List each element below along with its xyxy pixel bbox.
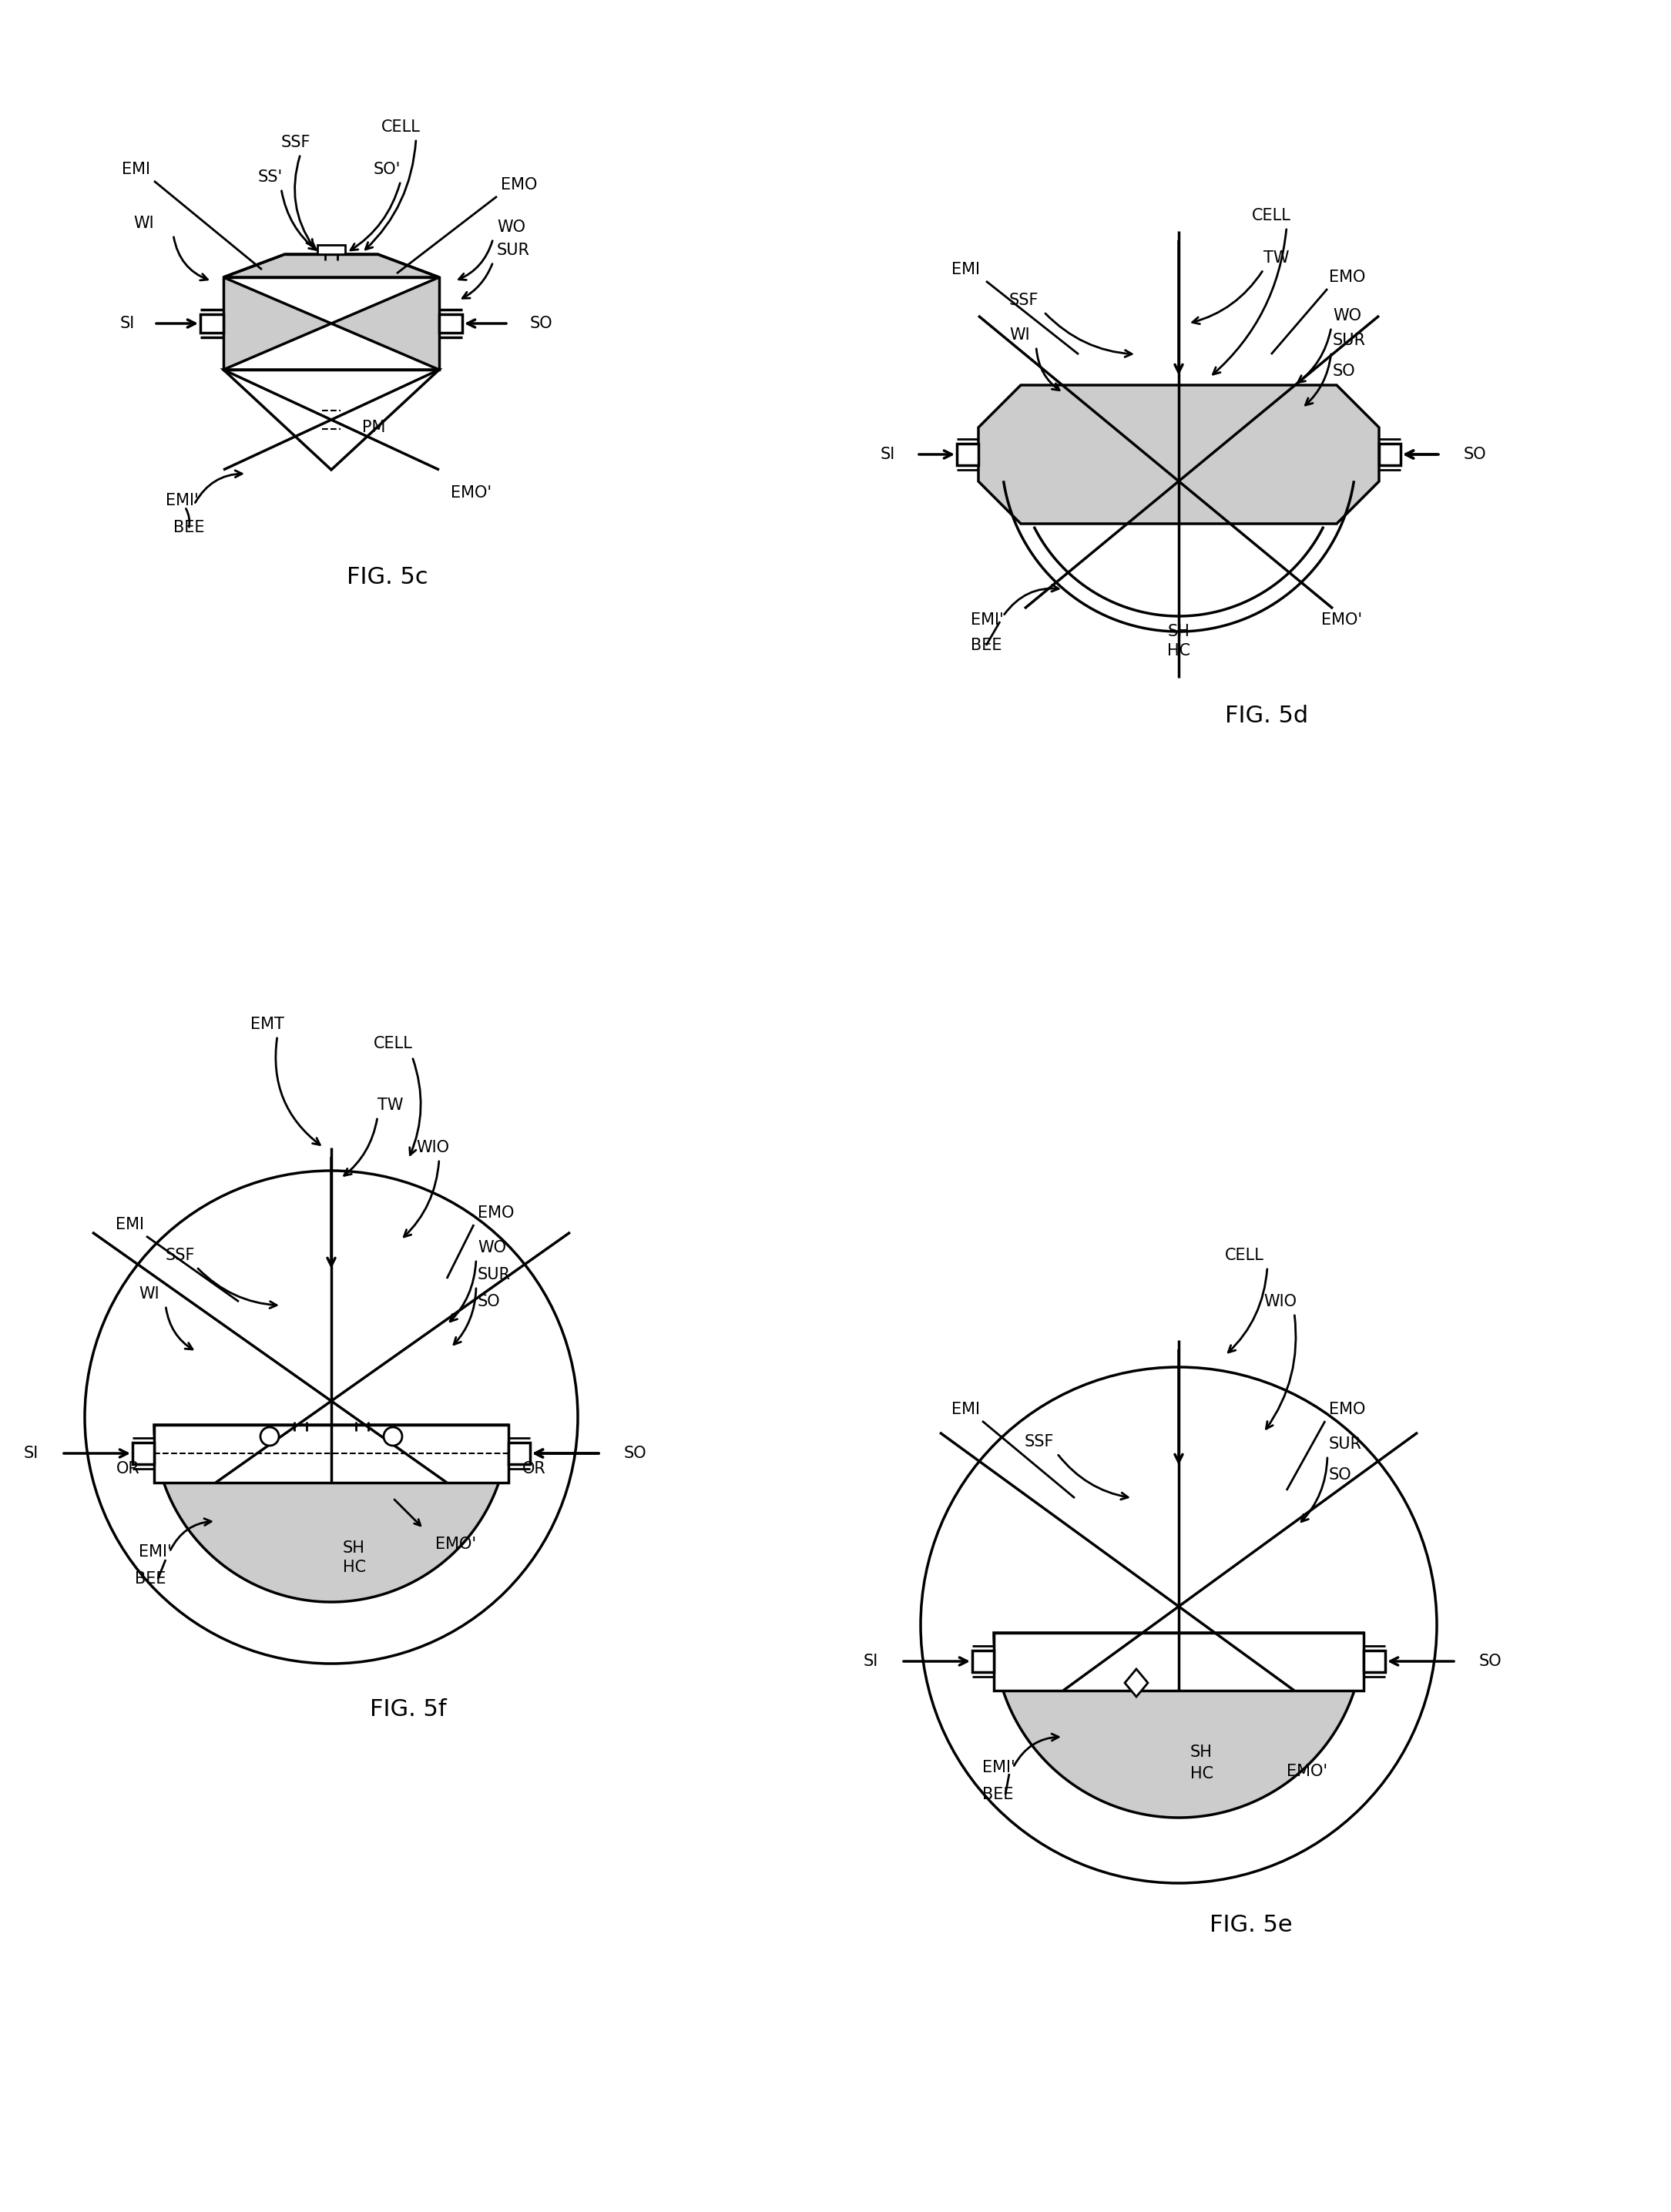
Text: SS': SS' bbox=[257, 170, 282, 186]
Text: SH: SH bbox=[343, 1540, 364, 1555]
Circle shape bbox=[384, 1427, 403, 1447]
Polygon shape bbox=[994, 1632, 1364, 1818]
Text: OR: OR bbox=[117, 1462, 140, 1475]
Text: SSF: SSF bbox=[1024, 1433, 1054, 1449]
Text: WI: WI bbox=[134, 215, 154, 230]
Text: SSF: SSF bbox=[1009, 292, 1039, 307]
Text: OR: OR bbox=[523, 1462, 546, 1475]
Text: SH: SH bbox=[1190, 1745, 1213, 1761]
Text: SO: SO bbox=[1333, 363, 1355, 378]
Text: FIG. 5c: FIG. 5c bbox=[346, 566, 428, 588]
Polygon shape bbox=[979, 385, 1379, 524]
Text: PM: PM bbox=[363, 420, 386, 436]
Text: SUR: SUR bbox=[1333, 332, 1365, 347]
Text: EMI: EMI bbox=[115, 1217, 144, 1232]
FancyArrowPatch shape bbox=[185, 509, 189, 526]
Polygon shape bbox=[331, 276, 439, 369]
Text: EMO': EMO' bbox=[1322, 613, 1362, 628]
Text: EMI': EMI' bbox=[139, 1544, 172, 1559]
Polygon shape bbox=[224, 254, 439, 276]
Text: SO: SO bbox=[1464, 447, 1487, 462]
Polygon shape bbox=[224, 276, 331, 369]
Text: EMI': EMI' bbox=[971, 613, 1004, 628]
Bar bbox=[317, 246, 346, 254]
Text: BEE: BEE bbox=[971, 637, 1003, 653]
Bar bbox=[957, 445, 979, 465]
Text: WO: WO bbox=[1333, 307, 1362, 323]
Text: EMO: EMO bbox=[1328, 1402, 1365, 1418]
Bar bbox=[1379, 445, 1400, 465]
Text: WIO: WIO bbox=[1263, 1294, 1297, 1310]
Bar bbox=[132, 1442, 154, 1464]
Text: FIG. 5e: FIG. 5e bbox=[1210, 1913, 1292, 1938]
Text: SSF: SSF bbox=[281, 135, 311, 150]
Polygon shape bbox=[154, 1425, 508, 1601]
Bar bbox=[973, 1650, 994, 1672]
Text: SO: SO bbox=[1328, 1467, 1352, 1482]
Text: CELL: CELL bbox=[374, 1035, 413, 1051]
Text: EMT: EMT bbox=[251, 1018, 284, 1033]
Text: EMI': EMI' bbox=[983, 1761, 1016, 1776]
Text: SH: SH bbox=[1168, 624, 1190, 639]
Text: FIG. 5d: FIG. 5d bbox=[1225, 706, 1308, 728]
Text: BEE: BEE bbox=[135, 1571, 165, 1586]
Text: WI: WI bbox=[139, 1285, 159, 1301]
Text: CELL: CELL bbox=[1225, 1248, 1265, 1263]
Text: EMI: EMI bbox=[951, 261, 979, 276]
Bar bbox=[439, 314, 463, 332]
Text: WIO: WIO bbox=[416, 1139, 449, 1155]
Text: EMO': EMO' bbox=[1287, 1763, 1327, 1778]
Text: TW: TW bbox=[1263, 250, 1290, 265]
Circle shape bbox=[261, 1427, 279, 1447]
Text: TW: TW bbox=[378, 1097, 403, 1113]
Text: EMI: EMI bbox=[122, 161, 150, 177]
Text: EMI: EMI bbox=[951, 1402, 979, 1418]
Bar bbox=[154, 1425, 508, 1482]
Text: SUR: SUR bbox=[478, 1267, 511, 1283]
Polygon shape bbox=[331, 276, 439, 369]
Text: SO: SO bbox=[1479, 1655, 1502, 1670]
Text: SI: SI bbox=[864, 1655, 879, 1670]
Text: EMO: EMO bbox=[1328, 270, 1365, 285]
Text: SUR: SUR bbox=[1328, 1436, 1362, 1451]
Text: CELL: CELL bbox=[1252, 208, 1292, 223]
Bar bbox=[1364, 1650, 1385, 1672]
Text: EMI': EMI' bbox=[165, 493, 199, 509]
Bar bbox=[201, 314, 224, 332]
Text: WO: WO bbox=[478, 1241, 506, 1256]
Text: SI: SI bbox=[881, 447, 896, 462]
Text: EMO': EMO' bbox=[434, 1537, 476, 1553]
Text: HC: HC bbox=[1190, 1765, 1213, 1781]
Text: WO: WO bbox=[496, 219, 525, 234]
Text: EMO': EMO' bbox=[451, 484, 491, 500]
Polygon shape bbox=[224, 276, 331, 369]
Text: SI: SI bbox=[120, 316, 135, 332]
Polygon shape bbox=[224, 369, 439, 469]
Text: SUR: SUR bbox=[496, 243, 530, 259]
Text: CELL: CELL bbox=[381, 119, 421, 135]
Text: SO: SO bbox=[530, 316, 553, 332]
Bar bbox=[994, 1632, 1364, 1690]
Text: FIG. 5f: FIG. 5f bbox=[369, 1699, 446, 1721]
Text: HC: HC bbox=[1166, 644, 1190, 659]
Text: SO': SO' bbox=[374, 161, 401, 177]
Text: SI: SI bbox=[23, 1447, 38, 1462]
Text: BEE: BEE bbox=[983, 1787, 1014, 1803]
Text: EMO: EMO bbox=[478, 1206, 515, 1221]
Text: HC: HC bbox=[343, 1559, 366, 1575]
Polygon shape bbox=[1125, 1670, 1148, 1697]
Text: EMO: EMO bbox=[501, 177, 538, 192]
Text: WI: WI bbox=[1009, 327, 1029, 343]
Text: SSF: SSF bbox=[165, 1248, 196, 1263]
Bar bbox=[224, 276, 439, 369]
Text: SO: SO bbox=[478, 1294, 501, 1310]
Text: SO: SO bbox=[623, 1447, 647, 1462]
Bar bbox=[508, 1442, 530, 1464]
Text: BEE: BEE bbox=[174, 520, 204, 535]
